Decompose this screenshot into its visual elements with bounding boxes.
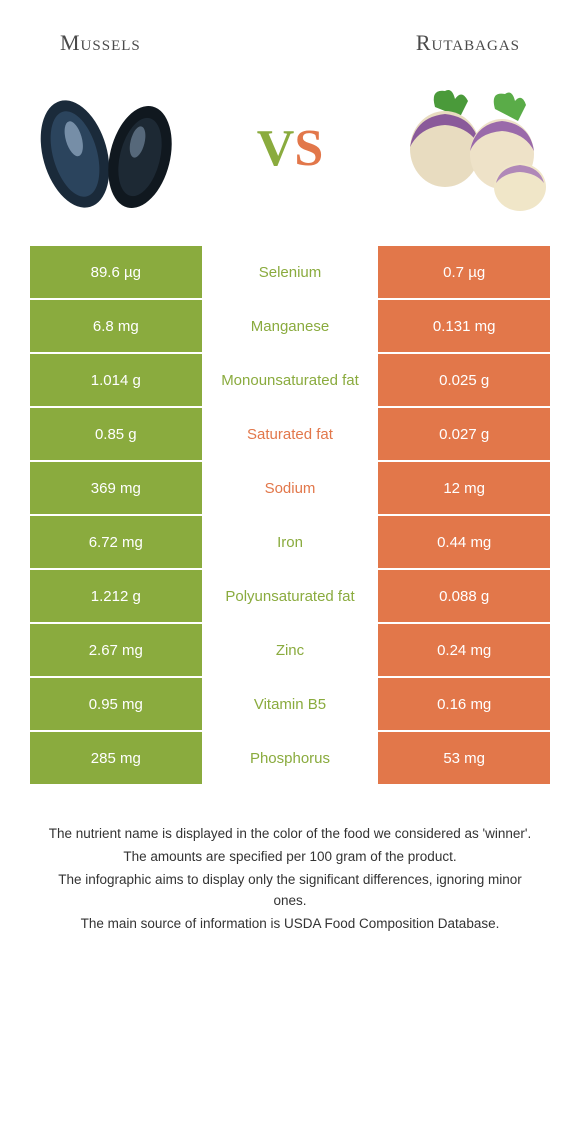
- nutrient-row: 0.95 mgVitamin B50.16 mg: [30, 678, 550, 730]
- left-food-title: Mussels: [60, 30, 141, 56]
- images-row: VS: [30, 66, 550, 246]
- nutrient-row: 0.85 gSaturated fat0.027 g: [30, 408, 550, 460]
- nutrient-row: 285 mgPhosphorus53 mg: [30, 732, 550, 784]
- right-value: 0.027 g: [378, 408, 550, 460]
- footnote-line: The amounts are specified per 100 gram o…: [40, 847, 540, 868]
- left-value: 369 mg: [30, 462, 202, 514]
- left-value: 0.95 mg: [30, 678, 202, 730]
- nutrient-name: Saturated fat: [202, 408, 379, 460]
- nutrient-name: Iron: [202, 516, 379, 568]
- right-value: 0.131 mg: [378, 300, 550, 352]
- right-value: 0.7 µg: [378, 246, 550, 298]
- header-row: Mussels Rutabagas: [30, 30, 550, 66]
- right-value: 0.16 mg: [378, 678, 550, 730]
- nutrient-row: 369 mgSodium12 mg: [30, 462, 550, 514]
- footnote-line: The main source of information is USDA F…: [40, 914, 540, 935]
- vs-label: VS: [257, 119, 323, 178]
- nutrient-name: Monounsaturated fat: [202, 354, 379, 406]
- nutrient-row: 2.67 mgZinc0.24 mg: [30, 624, 550, 676]
- nutrient-name: Vitamin B5: [202, 678, 379, 730]
- footnote-line: The nutrient name is displayed in the co…: [40, 824, 540, 845]
- left-value: 6.72 mg: [30, 516, 202, 568]
- left-value: 2.67 mg: [30, 624, 202, 676]
- right-food-title: Rutabagas: [416, 30, 520, 56]
- right-value: 12 mg: [378, 462, 550, 514]
- nutrient-name: Phosphorus: [202, 732, 379, 784]
- nutrient-row: 6.72 mgIron0.44 mg: [30, 516, 550, 568]
- rutabagas-image: [380, 79, 550, 219]
- footnote-line: The infographic aims to display only the…: [40, 870, 540, 912]
- right-value: 0.025 g: [378, 354, 550, 406]
- right-value: 0.24 mg: [378, 624, 550, 676]
- nutrient-row: 1.212 gPolyunsaturated fat0.088 g: [30, 570, 550, 622]
- mussels-icon: [30, 79, 200, 219]
- mussels-image: [30, 79, 200, 219]
- nutrient-name: Polyunsaturated fat: [202, 570, 379, 622]
- left-value: 89.6 µg: [30, 246, 202, 298]
- vs-s: S: [294, 120, 323, 177]
- nutrient-name: Manganese: [202, 300, 379, 352]
- nutrient-name: Selenium: [202, 246, 379, 298]
- left-value: 285 mg: [30, 732, 202, 784]
- right-value: 0.088 g: [378, 570, 550, 622]
- nutrient-row: 89.6 µgSelenium0.7 µg: [30, 246, 550, 298]
- left-value: 0.85 g: [30, 408, 202, 460]
- nutrient-table: 89.6 µgSelenium0.7 µg6.8 mgManganese0.13…: [30, 246, 550, 784]
- nutrient-row: 1.014 gMonounsaturated fat0.025 g: [30, 354, 550, 406]
- rutabagas-icon: [380, 79, 550, 219]
- vs-v: V: [257, 120, 295, 177]
- nutrient-row: 6.8 mgManganese0.131 mg: [30, 300, 550, 352]
- nutrient-name: Sodium: [202, 462, 379, 514]
- left-value: 1.014 g: [30, 354, 202, 406]
- right-value: 53 mg: [378, 732, 550, 784]
- nutrient-name: Zinc: [202, 624, 379, 676]
- left-value: 1.212 g: [30, 570, 202, 622]
- right-value: 0.44 mg: [378, 516, 550, 568]
- left-value: 6.8 mg: [30, 300, 202, 352]
- footnotes: The nutrient name is displayed in the co…: [30, 824, 550, 935]
